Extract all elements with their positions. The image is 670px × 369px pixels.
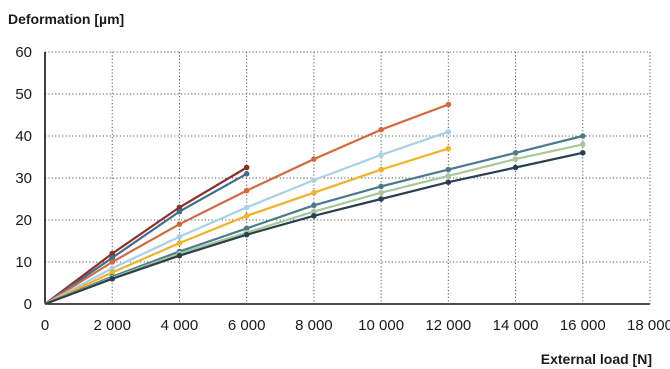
series-1 bbox=[44, 164, 250, 305]
data-point bbox=[109, 276, 116, 282]
data-point bbox=[445, 173, 452, 179]
data-point bbox=[311, 156, 317, 162]
data-point bbox=[109, 254, 116, 261]
series-2 bbox=[44, 171, 250, 305]
data-point bbox=[445, 101, 452, 108]
series-line bbox=[44, 166, 248, 305]
y-tick-label: 0 bbox=[24, 296, 32, 313]
data-point bbox=[378, 126, 384, 133]
y-tick-label: 50 bbox=[15, 86, 32, 103]
data-point bbox=[445, 145, 452, 152]
data-point bbox=[445, 129, 452, 135]
data-point bbox=[378, 152, 384, 158]
y-tick-label: 20 bbox=[15, 212, 32, 229]
x-tick-labels: 0 2 000 4 000 6 000 8 000 10 000 12 000 14 000 1… bbox=[41, 317, 670, 334]
x-axis-title: External load [N] bbox=[541, 351, 652, 367]
series-line bbox=[44, 172, 248, 305]
data-point bbox=[243, 171, 250, 177]
data-point bbox=[243, 164, 250, 171]
x-tick-label: 2 000 bbox=[93, 317, 131, 334]
data-point bbox=[243, 213, 250, 219]
series-8 bbox=[44, 150, 586, 306]
data-point bbox=[311, 177, 317, 183]
data-point bbox=[378, 189, 384, 196]
data-point bbox=[243, 187, 250, 194]
x-tick-label: 0 bbox=[41, 317, 49, 334]
series-4 bbox=[44, 129, 452, 305]
data-point bbox=[579, 133, 586, 139]
data-point bbox=[378, 166, 384, 173]
x-tick-label: 8 000 bbox=[295, 317, 333, 334]
x-tick-label: 6 000 bbox=[228, 317, 266, 334]
data-point bbox=[311, 202, 317, 209]
x-tick-label: 4 000 bbox=[161, 317, 199, 334]
data-point bbox=[311, 189, 317, 196]
series-5 bbox=[44, 145, 452, 305]
data-point bbox=[378, 196, 384, 202]
series-3 bbox=[44, 101, 452, 305]
data-point bbox=[579, 150, 586, 156]
x-tick-label: 12 000 bbox=[425, 317, 471, 334]
data-point bbox=[176, 252, 183, 259]
data-point bbox=[109, 265, 116, 272]
data-point bbox=[109, 269, 116, 276]
series-7 bbox=[44, 141, 586, 306]
data-point bbox=[445, 166, 452, 173]
data-point bbox=[109, 250, 116, 257]
data-point bbox=[176, 240, 183, 246]
data-point bbox=[445, 179, 452, 185]
data-point bbox=[243, 204, 250, 211]
data-point bbox=[176, 204, 183, 211]
axes bbox=[44, 52, 650, 305]
data-point bbox=[579, 141, 586, 148]
data-point bbox=[512, 156, 519, 162]
data-point bbox=[378, 183, 384, 190]
data-point bbox=[176, 208, 183, 215]
data-point bbox=[176, 221, 183, 227]
x-tick-label: 18 000 bbox=[627, 317, 670, 334]
series-group bbox=[44, 101, 586, 306]
y-tick-labels: 0 10 20 30 40 50 60 bbox=[15, 44, 32, 313]
data-point bbox=[109, 259, 116, 265]
y-tick-label: 10 bbox=[15, 254, 32, 271]
x-tick-label: 16 000 bbox=[560, 317, 606, 334]
data-point bbox=[512, 150, 519, 156]
y-tick-label: 60 bbox=[15, 44, 32, 61]
data-point bbox=[243, 231, 250, 238]
x-tick-label: 14 000 bbox=[493, 317, 539, 334]
y-tick-label: 30 bbox=[15, 170, 32, 187]
data-point bbox=[243, 225, 250, 232]
data-point bbox=[311, 208, 317, 215]
y-axis-title: Deformation [µm] bbox=[8, 11, 124, 27]
grid-lines bbox=[45, 51, 651, 304]
data-point bbox=[311, 213, 317, 219]
y-tick-label: 40 bbox=[15, 128, 32, 145]
data-point bbox=[176, 234, 183, 240]
x-tick-label: 10 000 bbox=[358, 317, 404, 334]
data-point bbox=[512, 164, 519, 171]
